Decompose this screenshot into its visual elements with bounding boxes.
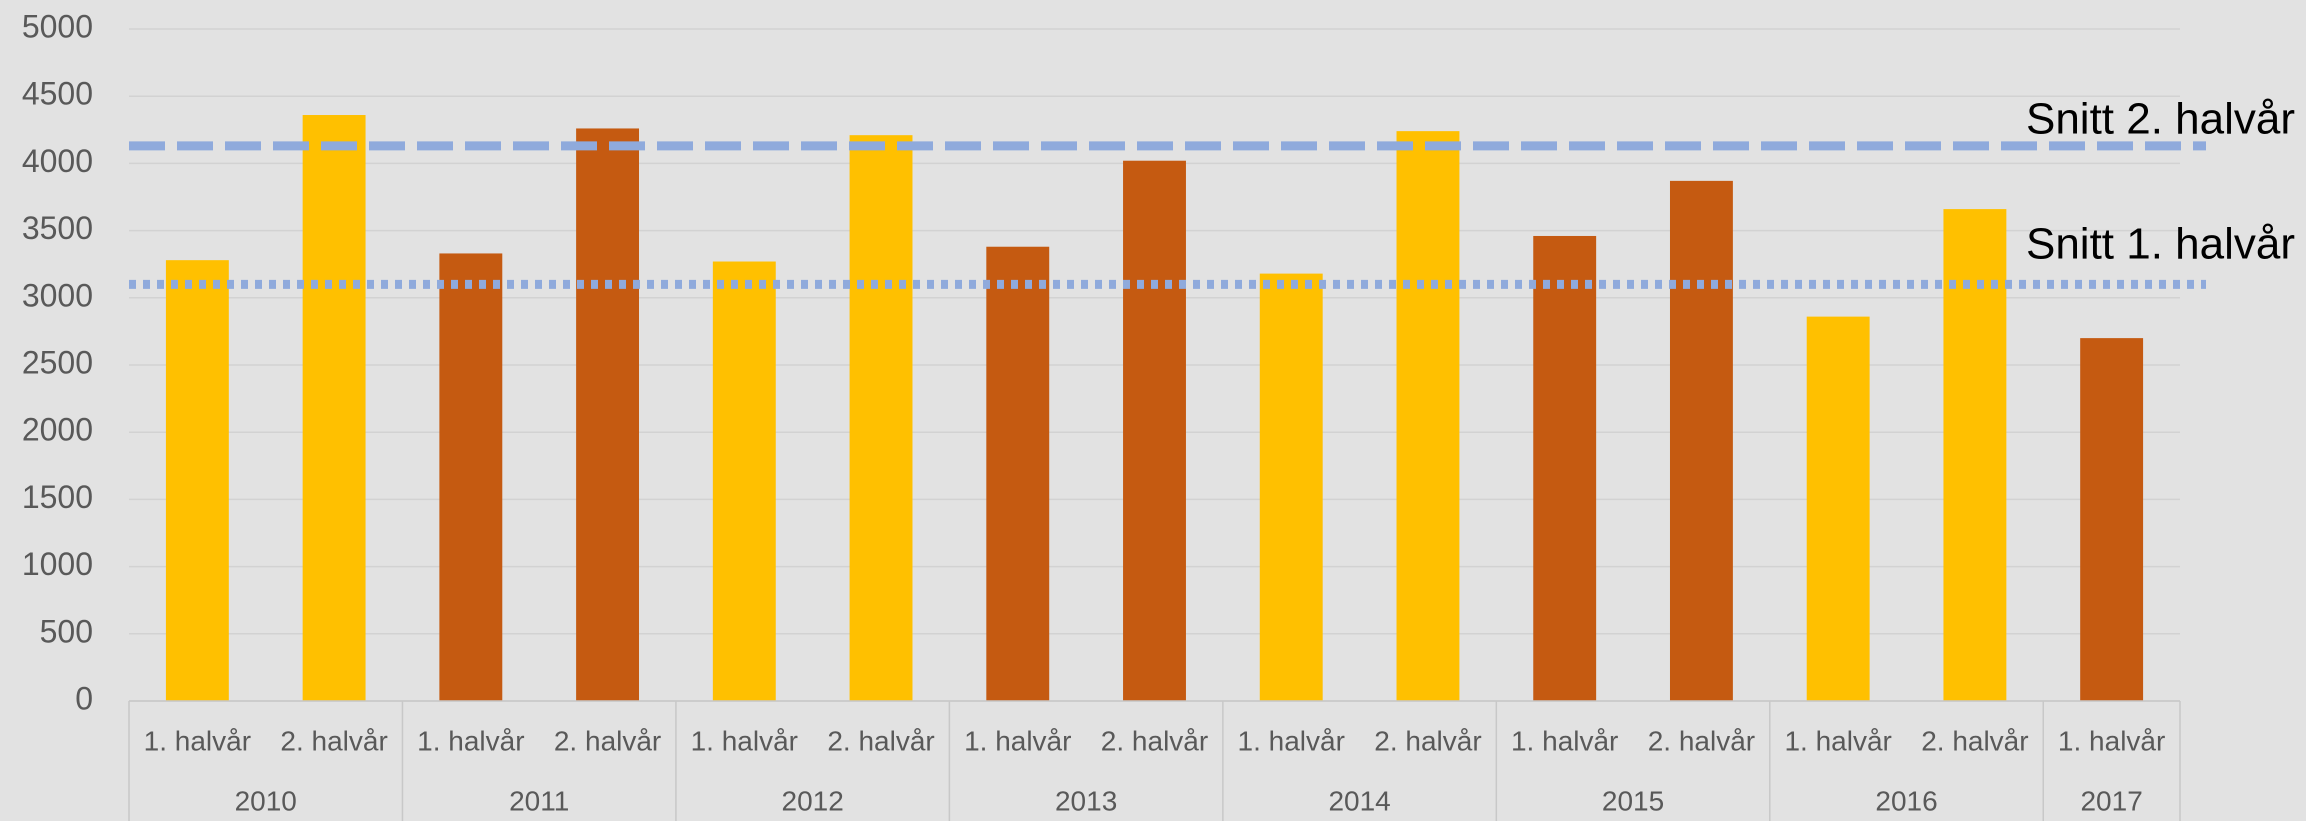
y-tick-label: 3500 (22, 210, 93, 246)
group-label: 2010 (235, 785, 297, 816)
y-tick-label: 2000 (22, 412, 93, 448)
x-tick-label: 2. halvår (1921, 725, 2028, 756)
y-tick-label: 0 (75, 680, 93, 716)
bar (576, 128, 640, 701)
bar (2080, 338, 2144, 701)
x-tick-label: 2. halvår (554, 725, 661, 756)
x-tick-label: 2. halvår (827, 725, 934, 756)
bar (439, 253, 503, 701)
bar (849, 135, 913, 701)
group-label: 2014 (1328, 785, 1390, 816)
y-tick-label: 5000 (22, 8, 93, 44)
y-tick-label: 1500 (22, 479, 93, 515)
group-label: 2011 (509, 785, 569, 816)
bar (1396, 131, 1460, 702)
bar (1806, 316, 1870, 701)
y-tick-label: 3000 (22, 277, 93, 313)
group-label: 2013 (1055, 785, 1117, 816)
bar (1259, 273, 1323, 701)
y-tick-label: 4000 (22, 143, 93, 179)
bar (165, 260, 229, 701)
group-label: 2017 (2080, 785, 2142, 816)
bar (712, 261, 776, 701)
y-tick-label: 2500 (22, 344, 93, 380)
x-tick-label: 1. halvår (2058, 725, 2165, 756)
bar (986, 246, 1050, 701)
y-tick-label: 500 (40, 613, 93, 649)
group-label: 2016 (1875, 785, 1937, 816)
bar (1943, 209, 2007, 701)
x-tick-label: 2. halvår (280, 725, 387, 756)
y-tick-label: 4500 (22, 76, 93, 112)
group-label: 2012 (782, 785, 844, 816)
x-tick-label: 1. halvår (1784, 725, 1891, 756)
reference-label: Snitt 2. halvår (2026, 95, 2295, 144)
x-tick-label: 1. halvår (691, 725, 798, 756)
x-tick-label: 1. halvår (417, 725, 524, 756)
bar (1123, 160, 1186, 701)
reference-label: Snitt 1. halvår (2026, 220, 2295, 269)
x-tick-label: 1. halvår (964, 725, 1071, 756)
x-tick-label: 2. halvår (1648, 725, 1755, 756)
bar (1533, 235, 1597, 701)
group-label: 2015 (1602, 785, 1664, 816)
x-tick-label: 1. halvår (144, 725, 251, 756)
y-tick-label: 1000 (22, 546, 93, 582)
bar (302, 115, 366, 702)
x-tick-label: 1. halvår (1511, 725, 1618, 756)
x-tick-label: 2. halvår (1374, 725, 1481, 756)
x-tick-label: 2. halvår (1101, 725, 1208, 756)
bar (1669, 180, 1733, 701)
x-tick-label: 1. halvår (1238, 725, 1345, 756)
